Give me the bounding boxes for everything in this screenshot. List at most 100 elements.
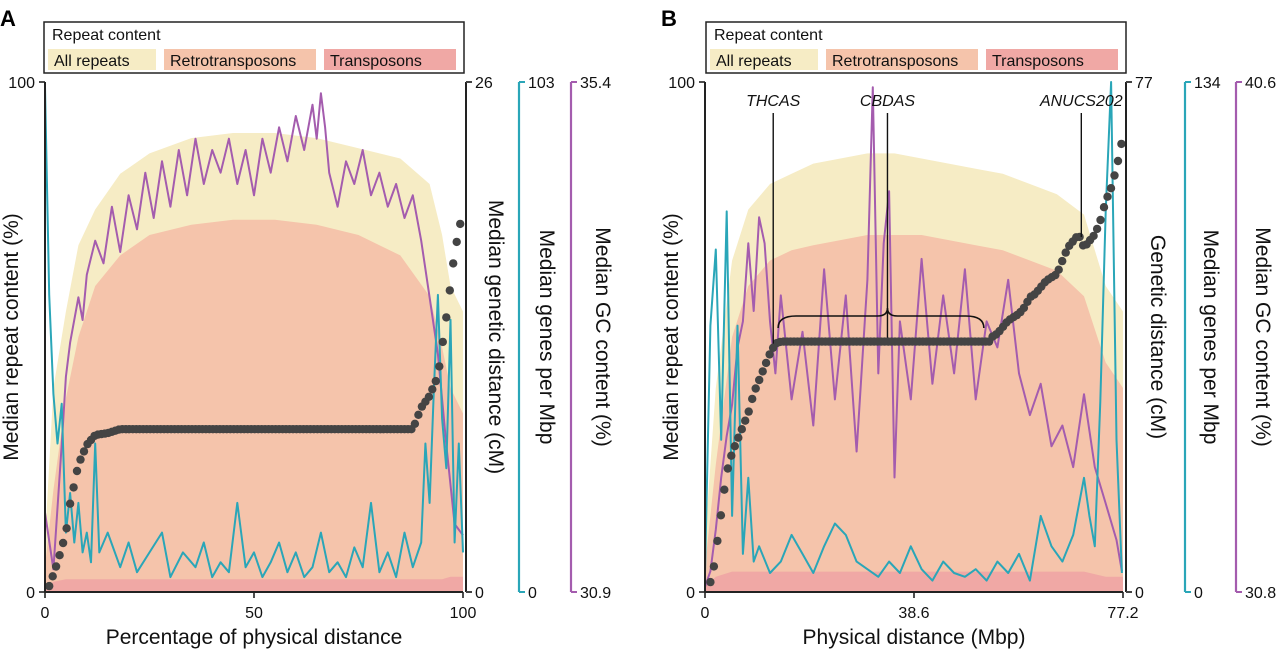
- genes-per-mbp-line: [44, 86, 464, 579]
- x-tick-label: 0: [701, 605, 710, 622]
- genetic-distance-point: [438, 337, 447, 347]
- genetic-distance-point: [727, 451, 736, 460]
- genetic-distance-point: [45, 581, 54, 591]
- genetic-distance-point: [706, 577, 715, 587]
- legend: Repeat content All repeats Retrotransposon…: [43, 21, 465, 74]
- genetic-distance-point: [48, 572, 57, 581]
- panel-letter: A: [0, 6, 16, 31]
- gc-axis-title: Median GC content (%): [1251, 227, 1274, 446]
- repeat-tick-label: 100: [8, 75, 35, 92]
- genetic-distance-dots: [45, 219, 465, 591]
- repeat-tick-label: 0: [686, 585, 695, 602]
- legend-entry: Transposons: [992, 53, 1084, 70]
- genes-axis-title: Median genes per Mbp: [1199, 230, 1222, 445]
- panel-letter: B: [661, 6, 677, 31]
- genetic-distance-point: [414, 410, 423, 419]
- gc-tick-label: 40.6: [1245, 75, 1276, 92]
- x-tick-label: 38.6: [898, 605, 929, 622]
- x-tick-label: 0: [41, 605, 50, 622]
- genetic-distance-point: [51, 562, 61, 571]
- annotation-label: CBDAS: [860, 93, 915, 110]
- genetic-distance-point: [1058, 256, 1067, 266]
- legend-swatch-retrotransposons: [826, 49, 978, 70]
- genetic-distance-point: [716, 511, 726, 520]
- legend-swatch-retrotransposons: [164, 49, 316, 70]
- genetic-distance-point: [1099, 203, 1109, 212]
- x-axis-title: Physical distance (Mbp): [803, 626, 1026, 649]
- legend-swatch-all-repeats: [48, 49, 156, 70]
- genetic-distance-point: [79, 447, 89, 456]
- genetic-distance-point: [1019, 303, 1029, 313]
- genetic-distance-point: [765, 350, 774, 359]
- legend-entry: All repeats: [716, 53, 792, 70]
- annotation-label: THCAS: [746, 93, 801, 110]
- genetic-tick-label: 0: [1135, 585, 1144, 602]
- legend-swatch-all-repeats: [710, 49, 818, 70]
- area-transposons: [45, 576, 463, 592]
- annotation-label: ANUCS202: [1039, 93, 1123, 110]
- genetic-distance-point: [1075, 232, 1084, 242]
- genetic-distance-point: [431, 376, 440, 386]
- genetic-distance-point: [76, 455, 85, 464]
- genetic-axis-title: Median genetic distance (cM): [484, 200, 507, 474]
- genetic-distance-point: [741, 416, 750, 425]
- genetic-distance-point: [748, 394, 757, 404]
- genetic-distance-point: [435, 362, 444, 371]
- gc-tick-label: 30.9: [580, 585, 611, 602]
- genetic-distance-point: [58, 538, 68, 548]
- genetic-distance-point: [751, 384, 760, 393]
- genetic-distance-point: [1103, 192, 1112, 201]
- repeat-axis-title: Median repeat content (%): [0, 213, 23, 460]
- genetic-distance-point: [1096, 215, 1105, 225]
- repeat-axis-title: Median repeat content (%): [660, 213, 683, 460]
- genetic-tick-label: 26: [475, 75, 493, 92]
- legend-entry: Retrotransposons: [832, 53, 958, 70]
- genetic-distance-point: [55, 551, 64, 560]
- genetic-distance-point: [720, 485, 729, 494]
- gc-content-line: [704, 86, 1123, 588]
- genetic-tick-label: 77: [1135, 75, 1153, 92]
- genes-tick-label: 134: [1194, 75, 1221, 92]
- gc-tick-label: 35.4: [580, 75, 611, 92]
- genetic-distance-point: [734, 433, 743, 442]
- repeat-tick-label: 100: [668, 75, 695, 92]
- genetic-distance-point: [62, 524, 71, 533]
- genetic-distance-point: [1117, 139, 1126, 149]
- genes-per-mbp-line: [704, 81, 1123, 582]
- genetic-distance-point: [456, 219, 465, 229]
- legend-swatch-transposons: [986, 49, 1118, 70]
- legend-swatch-transposons: [324, 49, 456, 70]
- genetic-tick-label: 0: [475, 585, 484, 602]
- genetic-distance-point: [428, 385, 437, 394]
- genes-tick-label: 0: [528, 585, 537, 602]
- genetic-distance-point: [709, 562, 719, 571]
- genetic-distance-point: [730, 442, 739, 451]
- genetic-distance-point: [713, 536, 722, 546]
- genetic-distance-point: [445, 286, 454, 295]
- genetic-distance-point: [761, 358, 771, 368]
- x-tick-label: 77.2: [1107, 605, 1138, 622]
- gc-content-line: [44, 92, 464, 571]
- x-tick-label: 100: [450, 605, 477, 622]
- genetic-distance-point: [1113, 156, 1123, 166]
- legend-title: Repeat content: [714, 27, 823, 44]
- genes-axis-title: Median genes per Mbp: [535, 230, 558, 445]
- plateau-brace: [777, 307, 985, 329]
- legend-entry: Retrotransposons: [170, 53, 296, 70]
- legend-title: Repeat content: [52, 27, 161, 44]
- genetic-distance-point: [424, 392, 434, 401]
- genetic-distance-point: [1061, 248, 1070, 257]
- genetic-distance-point: [758, 367, 767, 376]
- genetic-distance-point: [1106, 184, 1116, 193]
- genetic-distance-point: [72, 466, 82, 476]
- repeat-tick-label: 0: [26, 585, 35, 602]
- genes-tick-label: 103: [528, 75, 555, 92]
- genetic-distance-point: [69, 483, 78, 492]
- genetic-distance-point: [442, 313, 451, 322]
- area-transposons: [705, 571, 1123, 592]
- panel-b: B THCAS CBDAS ANUCS202 Repeat content All rep…: [660, 6, 1276, 649]
- legend-entry: Transposons: [330, 53, 422, 70]
- x-tick-label: 50: [245, 605, 263, 622]
- genetic-distance-point: [1092, 224, 1102, 234]
